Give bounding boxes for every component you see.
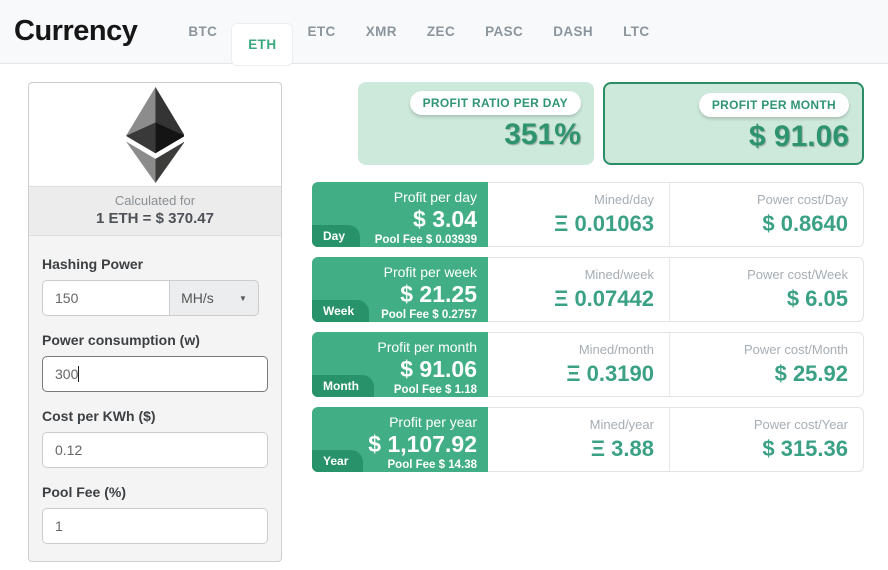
profit-label: Profit per month bbox=[377, 339, 477, 355]
power-cost-section-month: Power cost/Month $ 25.92 bbox=[668, 333, 863, 396]
mined-label: Mined/year bbox=[589, 417, 654, 432]
tab-eth[interactable]: ETH bbox=[232, 24, 293, 65]
profit-section-month: Profit per month $ 91.06 Pool Fee $ 1.18… bbox=[312, 332, 488, 397]
calculator-form: Hashing Power MH/s ▼ Power consumption (… bbox=[29, 236, 281, 554]
profit-ratio-value: 351% bbox=[504, 118, 581, 151]
period-tab-year: Year bbox=[312, 450, 364, 472]
profit-value: $ 21.25 bbox=[400, 281, 477, 307]
calculated-for-label: Calculated for bbox=[114, 193, 196, 208]
tab-dash[interactable]: DASH bbox=[553, 24, 594, 39]
mined-label: Mined/week bbox=[584, 267, 654, 282]
power-consumption-label: Power consumption (w) bbox=[42, 332, 200, 348]
power-consumption-wrap bbox=[42, 356, 268, 392]
currency-tabs: BTC ETH ETC XMR ZEC PASC DASH LTC bbox=[173, 11, 664, 65]
header: Currency BTC ETH ETC XMR ZEC PASC DASH L… bbox=[0, 0, 888, 65]
power-cost-label: Power cost/Month bbox=[743, 342, 848, 357]
tab-btc[interactable]: BTC bbox=[188, 24, 218, 39]
profit-label: Profit per day bbox=[393, 189, 477, 205]
profit-row-year: Profit per year $ 1,107.92 Pool Fee $ 14… bbox=[312, 407, 864, 472]
profit-per-month-value: $ 91.06 bbox=[748, 120, 849, 153]
results-column: PROFIT RATIO PER DAY 351% PROFIT PER MON… bbox=[312, 82, 864, 562]
profit-row-week: Profit per week $ 21.25 Pool Fee $ 0.275… bbox=[312, 257, 864, 322]
hashing-power-group: MH/s ▼ bbox=[42, 280, 259, 316]
pool-fee-note: Pool Fee $ 14.38 bbox=[387, 459, 478, 471]
hashing-power-label: Hashing Power bbox=[42, 256, 144, 272]
mined-section-month: Mined/month Ξ 0.3190 bbox=[488, 333, 669, 396]
power-cost-value: $ 315.36 bbox=[762, 436, 848, 461]
power-cost-section-week: Power cost/Week $ 6.05 bbox=[668, 258, 863, 321]
tab-zec[interactable]: ZEC bbox=[426, 24, 456, 39]
mined-value: Ξ 0.07442 bbox=[554, 286, 654, 311]
pool-fee-note: Pool Fee $ 1.18 bbox=[393, 384, 477, 396]
hashing-power-input[interactable] bbox=[42, 280, 171, 316]
pool-fee-note: Pool Fee $ 0.03939 bbox=[374, 234, 477, 246]
profit-value: $ 91.06 bbox=[400, 356, 477, 382]
page-title: Currency bbox=[14, 15, 138, 47]
power-cost-value: $ 25.92 bbox=[774, 361, 848, 386]
period-tab-week: Week bbox=[312, 300, 370, 322]
profit-per-month-card: PROFIT PER MONTH $ 91.06 bbox=[602, 82, 864, 165]
profit-value: $ 3.04 bbox=[413, 206, 477, 232]
power-cost-label: Power cost/Week bbox=[747, 267, 848, 282]
profit-per-month-badge: PROFIT PER MONTH bbox=[698, 93, 849, 117]
profit-value: $ 1,107.92 bbox=[368, 431, 477, 457]
hashing-unit-value: MH/s bbox=[181, 290, 214, 306]
mined-value: Ξ 3.88 bbox=[590, 436, 654, 461]
mined-label: Mined/month bbox=[578, 342, 654, 357]
pool-fee-note: Pool Fee $ 0.2757 bbox=[381, 309, 477, 321]
period-tab-month: Month bbox=[312, 375, 374, 397]
cost-per-kwh-label: Cost per KWh ($) bbox=[42, 408, 156, 424]
hashing-unit-select[interactable]: MH/s ▼ bbox=[170, 280, 259, 316]
text-cursor bbox=[78, 366, 79, 382]
profit-section-day: Profit per day $ 3.04 Pool Fee $ 0.03939… bbox=[312, 182, 488, 247]
tab-pasc[interactable]: PASC bbox=[485, 24, 524, 39]
coin-rate: 1 ETH = $ 370.47 bbox=[96, 210, 214, 227]
profit-ratio-badge: PROFIT RATIO PER DAY bbox=[409, 91, 581, 115]
profit-section-week: Profit per week $ 21.25 Pool Fee $ 0.275… bbox=[312, 257, 488, 322]
ethereum-logo-icon bbox=[125, 86, 185, 183]
power-cost-label: Power cost/Day bbox=[756, 192, 848, 207]
mined-value: Ξ 0.3190 bbox=[566, 361, 654, 386]
tab-ltc[interactable]: LTC bbox=[623, 24, 650, 39]
tab-etc[interactable]: ETC bbox=[307, 24, 336, 39]
mined-section-week: Mined/week Ξ 0.07442 bbox=[488, 258, 669, 321]
mined-label: Mined/day bbox=[593, 192, 654, 207]
summary-cards: PROFIT RATIO PER DAY 351% PROFIT PER MON… bbox=[358, 82, 864, 165]
profit-row-day: Profit per day $ 3.04 Pool Fee $ 0.03939… bbox=[312, 182, 864, 247]
tab-xmr[interactable]: XMR bbox=[365, 24, 397, 39]
coin-panel: Calculated for 1 ETH = $ 370.47 Hashing … bbox=[28, 82, 282, 562]
profit-label: Profit per week bbox=[383, 264, 477, 280]
mined-value: Ξ 0.01063 bbox=[554, 211, 654, 236]
period-tab-day: Day bbox=[312, 225, 361, 247]
coin-logo-box bbox=[29, 83, 281, 187]
power-cost-value: $ 0.8640 bbox=[762, 211, 848, 236]
profit-section-year: Profit per year $ 1,107.92 Pool Fee $ 14… bbox=[312, 407, 488, 472]
power-cost-value: $ 6.05 bbox=[786, 286, 848, 311]
calculated-for-strip: Calculated for 1 ETH = $ 370.47 bbox=[29, 187, 281, 236]
profit-label: Profit per year bbox=[389, 414, 477, 430]
cost-per-kwh-input[interactable] bbox=[42, 432, 268, 468]
power-cost-section-year: Power cost/Year $ 315.36 bbox=[668, 408, 863, 471]
power-cost-section-day: Power cost/Day $ 0.8640 bbox=[668, 183, 863, 246]
dropdown-arrow-icon: ▼ bbox=[239, 293, 247, 303]
profit-row-month: Profit per month $ 91.06 Pool Fee $ 1.18… bbox=[312, 332, 864, 397]
power-consumption-input[interactable] bbox=[42, 356, 268, 392]
profit-ratio-card: PROFIT RATIO PER DAY 351% bbox=[358, 82, 594, 165]
mined-section-year: Mined/year Ξ 3.88 bbox=[488, 408, 669, 471]
main-content: Calculated for 1 ETH = $ 370.47 Hashing … bbox=[0, 64, 888, 562]
pool-fee-label: Pool Fee (%) bbox=[42, 484, 127, 500]
pool-fee-input[interactable] bbox=[42, 508, 268, 544]
mined-section-day: Mined/day Ξ 0.01063 bbox=[488, 183, 669, 246]
power-cost-label: Power cost/Year bbox=[753, 417, 848, 432]
